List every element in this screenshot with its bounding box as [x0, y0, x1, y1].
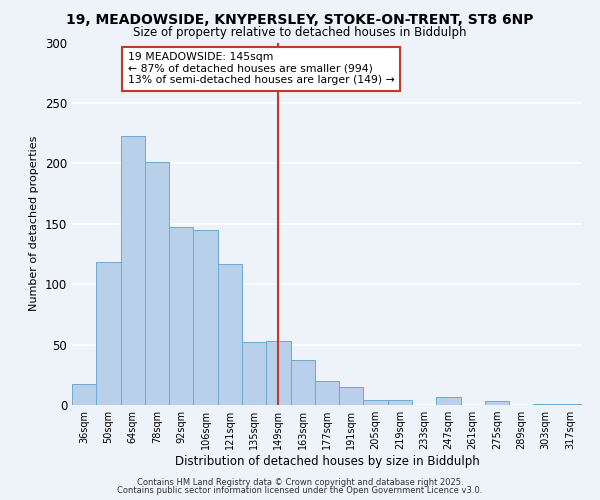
- Text: Size of property relative to detached houses in Biddulph: Size of property relative to detached ho…: [133, 26, 467, 39]
- Bar: [485, 402, 509, 405]
- Bar: [72, 384, 96, 405]
- Bar: [145, 162, 169, 405]
- Bar: [339, 387, 364, 405]
- Bar: [266, 341, 290, 405]
- Bar: [121, 136, 145, 405]
- Bar: [436, 396, 461, 405]
- Bar: [218, 264, 242, 405]
- Bar: [315, 381, 339, 405]
- Text: 19, MEADOWSIDE, KNYPERSLEY, STOKE-ON-TRENT, ST8 6NP: 19, MEADOWSIDE, KNYPERSLEY, STOKE-ON-TRE…: [66, 12, 534, 26]
- Text: Contains public sector information licensed under the Open Government Licence v3: Contains public sector information licen…: [118, 486, 482, 495]
- Y-axis label: Number of detached properties: Number of detached properties: [29, 136, 40, 312]
- Bar: [96, 262, 121, 405]
- Bar: [242, 342, 266, 405]
- Bar: [290, 360, 315, 405]
- Bar: [169, 228, 193, 405]
- Bar: [533, 404, 558, 405]
- Text: 19 MEADOWSIDE: 145sqm
← 87% of detached houses are smaller (994)
13% of semi-det: 19 MEADOWSIDE: 145sqm ← 87% of detached …: [128, 52, 395, 86]
- X-axis label: Distribution of detached houses by size in Biddulph: Distribution of detached houses by size …: [175, 455, 479, 468]
- Bar: [388, 400, 412, 405]
- Bar: [364, 400, 388, 405]
- Text: Contains HM Land Registry data © Crown copyright and database right 2025.: Contains HM Land Registry data © Crown c…: [137, 478, 463, 487]
- Bar: [558, 404, 582, 405]
- Bar: [193, 230, 218, 405]
